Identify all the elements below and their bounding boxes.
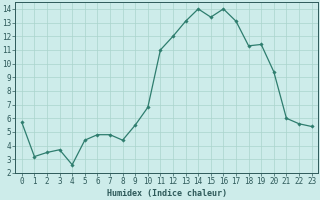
X-axis label: Humidex (Indice chaleur): Humidex (Indice chaleur) (107, 189, 227, 198)
